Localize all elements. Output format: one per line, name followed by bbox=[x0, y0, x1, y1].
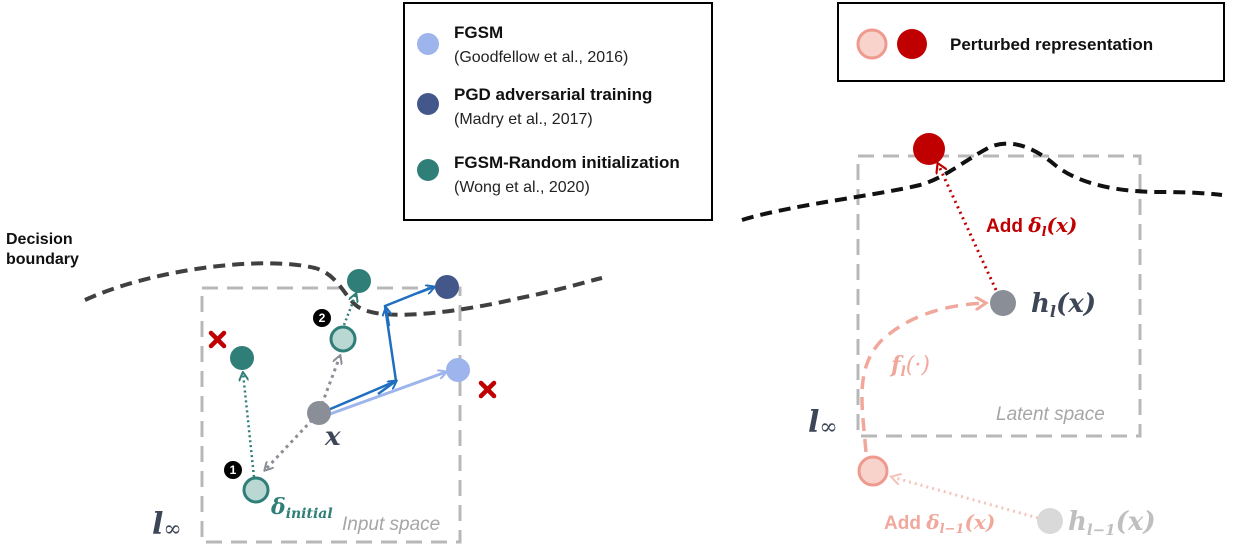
arrow-add-delta-l bbox=[938, 164, 998, 291]
svg-text:2: 2 bbox=[319, 311, 326, 325]
h-l-label: hl(x) bbox=[1031, 289, 1096, 321]
legend-random-citation: (Wong et al., 2020) bbox=[454, 179, 590, 196]
step-badge-1: 1 bbox=[224, 461, 242, 479]
pgd-point bbox=[435, 275, 459, 299]
random-init-step-point bbox=[230, 346, 254, 370]
add-delta-lm1-label: Add δl−1(x) bbox=[884, 510, 995, 537]
legend-random-title: FGSM-Random initialization bbox=[454, 153, 680, 172]
arrow-pgd-path bbox=[327, 286, 431, 412]
arrow-init2-to-boundary bbox=[342, 294, 356, 326]
decision-boundary-left bbox=[84, 261, 603, 317]
arrow-add-delta-lm1 bbox=[892, 477, 1039, 520]
arrow-fgsm bbox=[329, 372, 446, 416]
svg-text:1: 1 bbox=[230, 463, 237, 477]
f-l-label: fl(·) bbox=[889, 352, 930, 380]
init-point-1 bbox=[242, 476, 270, 504]
fgsm-legend-marker bbox=[417, 33, 439, 55]
linf-label-right: l∞ bbox=[808, 405, 838, 440]
perturbed-dark-marker bbox=[897, 29, 927, 59]
cross-icon bbox=[478, 380, 497, 399]
decision-boundary-label: Decision boundary bbox=[6, 231, 79, 268]
input-space-label: Input space bbox=[342, 514, 440, 535]
fgsm-point bbox=[446, 358, 470, 382]
perturbed-light-point bbox=[857, 455, 889, 487]
legend-pgd-citation: (Madry et al., 2017) bbox=[454, 111, 593, 128]
legend-pgd-title: PGD adversarial training bbox=[454, 85, 652, 104]
latent-space-panel: Add δl(x) hl(x) fl(·) l∞ Latent space Ad… bbox=[741, 133, 1223, 539]
x-label: x bbox=[324, 422, 341, 452]
arrow-f-l bbox=[860, 303, 985, 453]
arrow-origin-to-init2 bbox=[320, 356, 340, 405]
legend-fgsm-citation: (Goodfellow et al., 2016) bbox=[454, 49, 628, 66]
input-space-box bbox=[200, 286, 462, 544]
legend-methods: FGSM (Goodfellow et al., 2016) PGD adver… bbox=[403, 2, 713, 221]
linf-label-left: l∞ bbox=[152, 507, 182, 542]
arrow-origin-to-init1 bbox=[265, 418, 314, 470]
cross-icon bbox=[208, 330, 227, 349]
legend-perturbed-label: Perturbed representation bbox=[950, 35, 1153, 54]
legend-fgsm-title: FGSM bbox=[454, 23, 503, 42]
arrow-init1-to-step bbox=[243, 373, 256, 478]
latent-space-box bbox=[856, 154, 1142, 438]
random-init-boundary-point bbox=[347, 269, 371, 293]
decision-boundary-right bbox=[741, 141, 1223, 222]
latent-space-label: Latent space bbox=[996, 404, 1105, 425]
pgd-legend-marker bbox=[417, 93, 439, 115]
init-point-2 bbox=[329, 325, 357, 353]
delta-initial-label: δinitial bbox=[270, 494, 333, 522]
legend-perturbed: Perturbed representation bbox=[837, 2, 1225, 82]
h-prev-point bbox=[1037, 508, 1063, 534]
add-delta-l-label: Add δl(x) bbox=[986, 213, 1077, 240]
perturbed-dark-point bbox=[913, 133, 945, 165]
perturbed-light-marker bbox=[856, 28, 888, 60]
input-space-panel: Decision boundary bbox=[6, 231, 603, 544]
step-badge-2: 2 bbox=[313, 309, 331, 327]
h-prev-label: hl−1(x) bbox=[1068, 507, 1156, 539]
h-l-point bbox=[990, 290, 1016, 316]
random-init-legend-marker bbox=[417, 159, 439, 181]
origin-point bbox=[307, 401, 331, 425]
